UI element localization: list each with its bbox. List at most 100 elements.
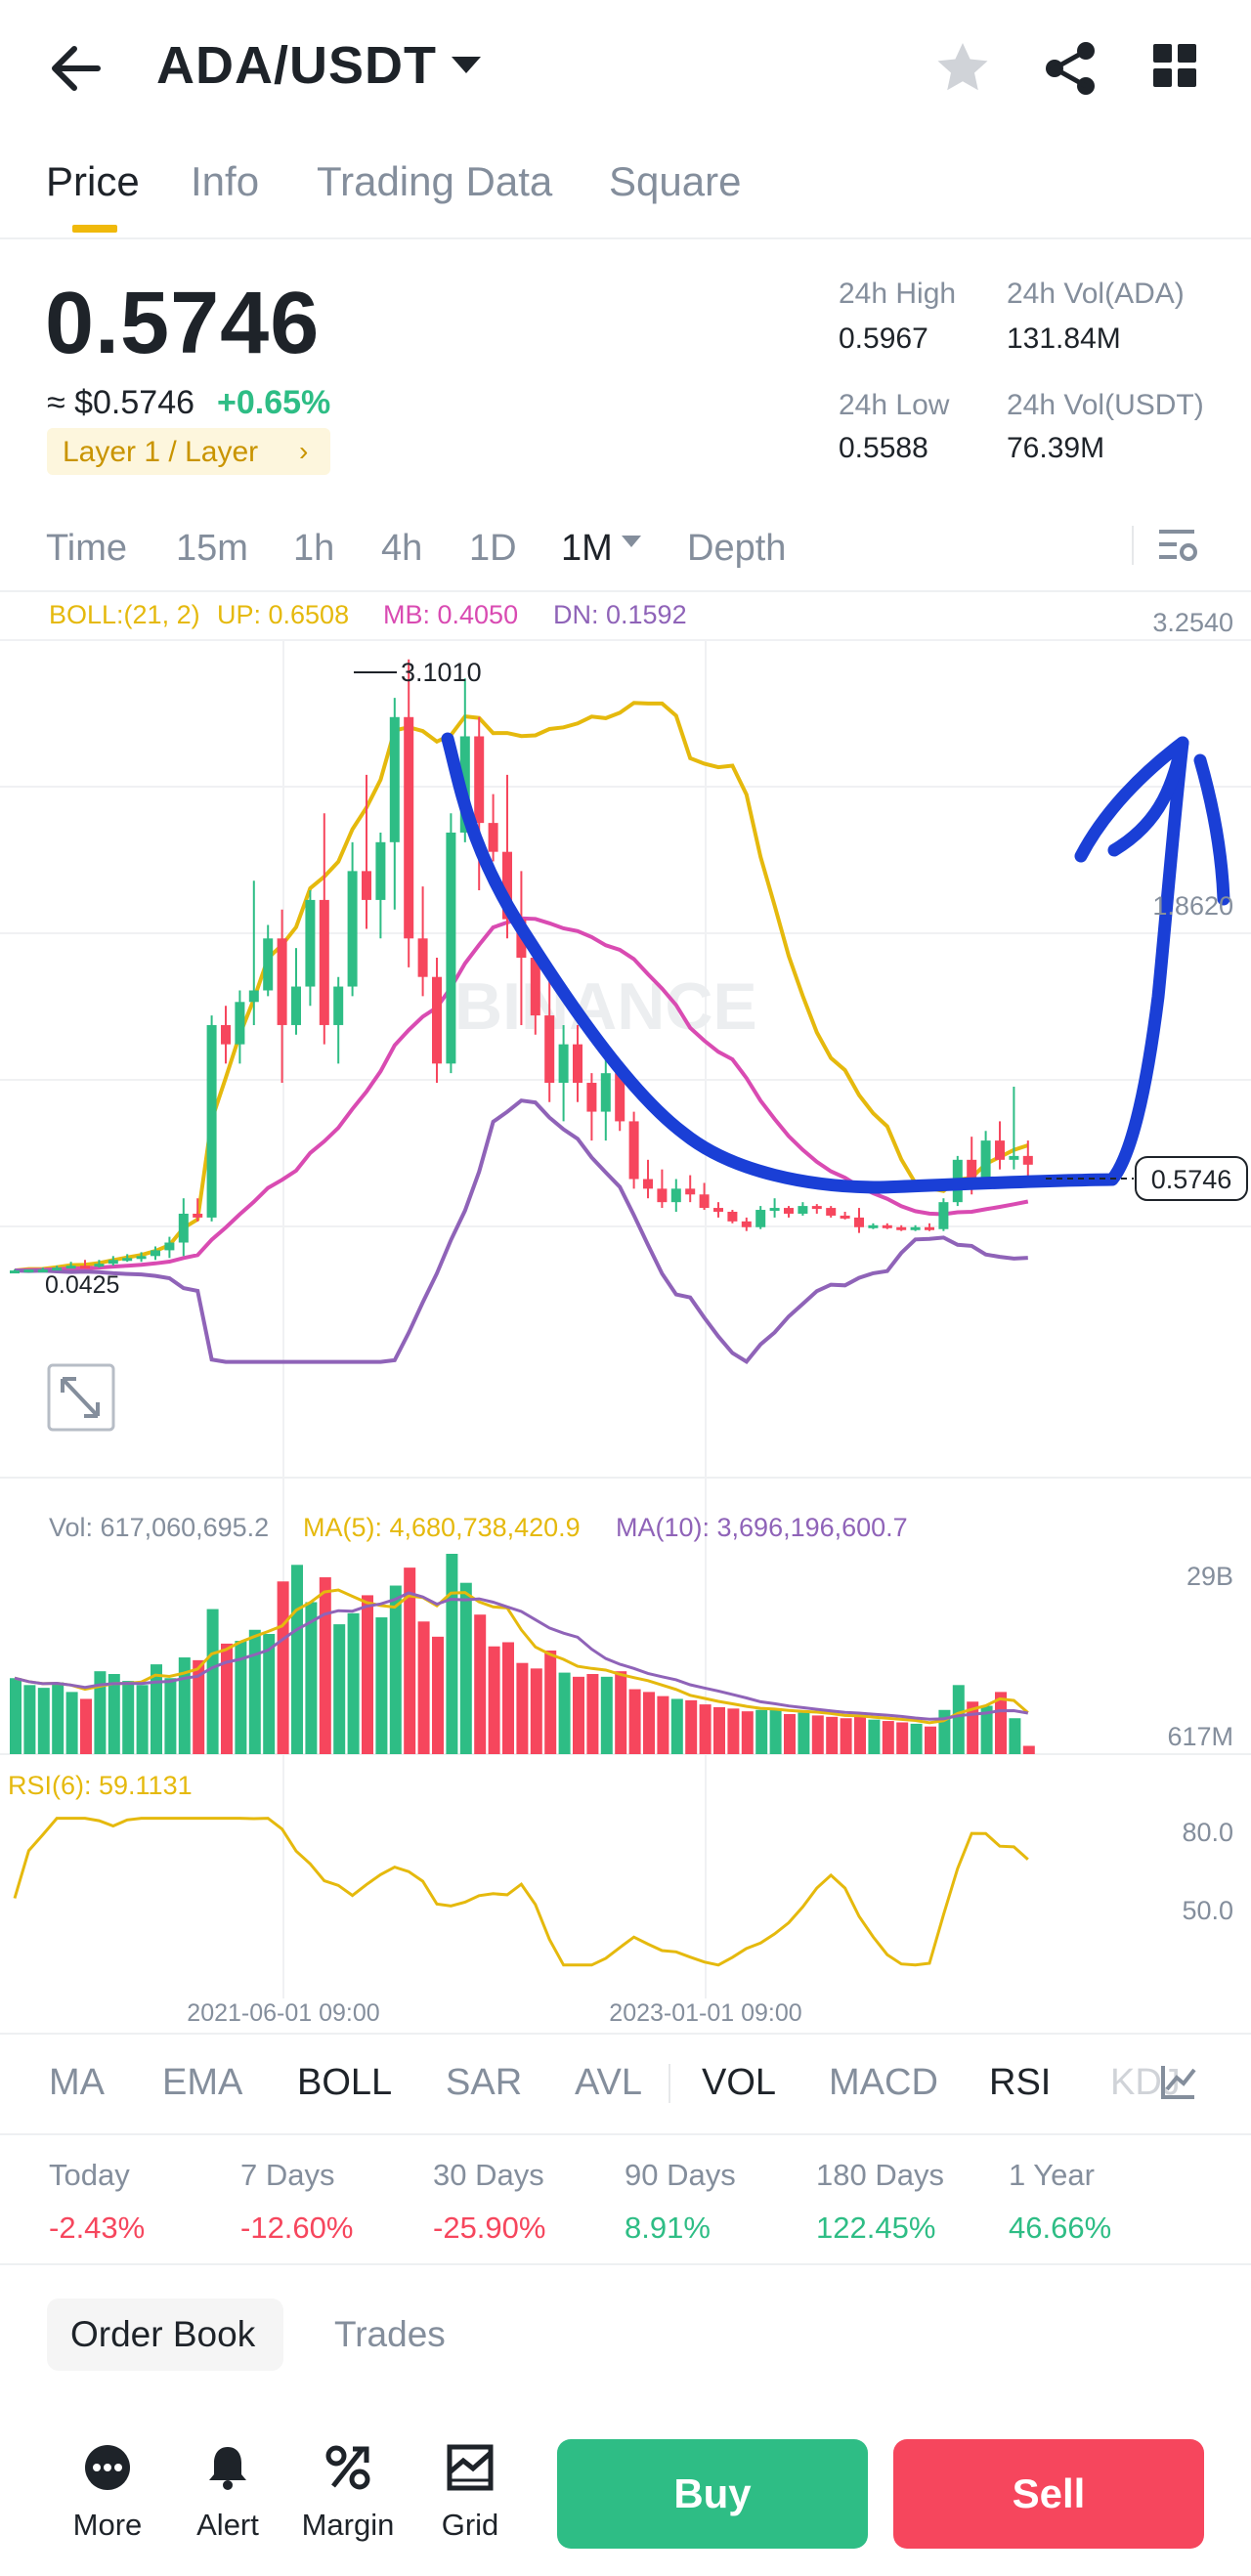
tab-trades[interactable]: Trades xyxy=(334,2314,446,2354)
candle-body xyxy=(221,1024,231,1045)
candle-body xyxy=(333,986,344,1025)
back-arrow-icon[interactable] xyxy=(47,41,106,96)
volume-bar xyxy=(741,1711,754,1754)
tab-square[interactable]: Square xyxy=(609,158,742,204)
bell-icon xyxy=(209,2447,246,2490)
volume-bar xyxy=(404,1567,416,1754)
candle-body xyxy=(136,1256,147,1260)
volume-bar xyxy=(178,1657,191,1754)
candle-body xyxy=(291,986,301,1025)
vol-axis-bottom: 617M xyxy=(1167,1722,1233,1751)
volume-bar xyxy=(544,1650,557,1754)
percent-icon xyxy=(325,2445,370,2490)
candle-body xyxy=(65,1266,76,1269)
candle-body xyxy=(248,990,259,1003)
sell-button[interactable]: Sell xyxy=(893,2439,1204,2549)
candle-body xyxy=(586,1083,597,1112)
indicator-avl[interactable]: AVL xyxy=(575,2062,643,2103)
indicator-vol[interactable]: VOL xyxy=(702,2062,777,2103)
candle-body xyxy=(375,841,386,900)
candle-body xyxy=(798,1206,808,1214)
candle-body xyxy=(643,1179,653,1189)
candle-body xyxy=(10,1270,20,1274)
interval-4h[interactable]: 4h xyxy=(381,528,423,569)
candle-body xyxy=(80,1266,90,1269)
footer-margin[interactable]: Margin xyxy=(294,2443,402,2560)
indicator-sar[interactable]: SAR xyxy=(446,2062,523,2103)
volume-bar xyxy=(657,1696,669,1754)
expand-icon[interactable] xyxy=(47,1363,115,1432)
share-icon[interactable] xyxy=(1041,39,1100,98)
volume-bar xyxy=(235,1641,247,1754)
rsi-axis-80: 80.0 xyxy=(1182,1818,1233,1847)
volume-bar xyxy=(23,1685,36,1754)
candle-body xyxy=(628,1121,639,1180)
grid-menu-icon[interactable] xyxy=(1153,44,1196,87)
candle-body xyxy=(769,1208,780,1212)
interval-1m[interactable]: 1M xyxy=(561,528,613,569)
top-bar: ADA/USDT xyxy=(0,0,1251,137)
tab-trading-data[interactable]: Trading Data xyxy=(317,158,553,204)
pair-dropdown-icon[interactable] xyxy=(452,57,481,73)
price-chart[interactable]: BINANCE 3.2540 1.8620 3.1010 0.0425 0.57… xyxy=(0,586,1251,2033)
interval-15m[interactable]: 15m xyxy=(176,528,248,569)
x-axis-label: 2023-01-01 09:00 xyxy=(609,1999,801,2027)
indicator-settings-icon[interactable] xyxy=(1159,2062,1198,2101)
star-icon[interactable] xyxy=(933,39,992,98)
volume-bar xyxy=(980,1705,993,1754)
candle-body xyxy=(502,851,512,920)
volume-bar xyxy=(643,1692,655,1754)
interval-1d[interactable]: 1D xyxy=(469,528,517,569)
indicator-ema[interactable]: EMA xyxy=(162,2062,243,2103)
indicator-boll[interactable]: BOLL xyxy=(297,2062,393,2103)
candle-body xyxy=(277,938,287,1025)
divider xyxy=(1132,526,1134,565)
footer-more[interactable]: More xyxy=(54,2443,161,2560)
candle-body xyxy=(868,1224,879,1228)
rsi-label: RSI(6): 59.1131 xyxy=(8,1771,193,1800)
volume-bar xyxy=(291,1565,303,1754)
interval-dropdown-icon[interactable] xyxy=(622,536,641,547)
order-book-label: Order Book xyxy=(70,2314,256,2354)
interval-time[interactable]: Time xyxy=(46,528,128,569)
perf-label-180d: 180 Days xyxy=(816,2158,944,2192)
interval-depth[interactable]: Depth xyxy=(687,528,787,569)
vol-base-value: 131.84M xyxy=(1007,322,1121,355)
indicator-tabs: MA EMA BOLL SAR AVL VOL MACD RSI KDJ xyxy=(0,2033,1251,2135)
low-marker-label: 0.0425 xyxy=(45,1271,119,1299)
indicator-rsi[interactable]: RSI xyxy=(989,2062,1052,2103)
tab-order-book[interactable]: Order Book xyxy=(47,2298,283,2371)
volume-bar xyxy=(1022,1745,1035,1754)
volume-bar xyxy=(333,1624,346,1754)
indicator-ma[interactable]: MA xyxy=(49,2062,105,2103)
divider xyxy=(0,2263,1251,2265)
volume-bar xyxy=(811,1715,824,1754)
candle-body xyxy=(600,1073,611,1112)
volume-bar xyxy=(206,1609,219,1754)
tab-info[interactable]: Info xyxy=(191,158,260,204)
footer-margin-label: Margin xyxy=(301,2508,395,2542)
chart-settings-icon[interactable] xyxy=(1155,524,1198,567)
high-value: 0.5967 xyxy=(839,322,928,355)
volume-bar xyxy=(516,1662,529,1754)
footer-grid[interactable]: Grid xyxy=(416,2443,524,2560)
category-tag[interactable]: Layer 1 / Layer › xyxy=(47,428,330,475)
candle-body xyxy=(417,938,428,977)
low-value: 0.5588 xyxy=(839,432,928,464)
volume-bar xyxy=(164,1678,177,1754)
candle-body xyxy=(52,1267,63,1271)
last-price-tag-label: 0.5746 xyxy=(1151,1165,1232,1194)
tab-price[interactable]: Price xyxy=(46,158,140,204)
buy-button[interactable]: Buy xyxy=(557,2439,868,2549)
footer-alert[interactable]: Alert xyxy=(174,2443,281,2560)
vol-quote-label: 24h Vol(USDT) xyxy=(1007,389,1204,421)
candle-body xyxy=(206,1024,217,1218)
trading-pair-title[interactable]: ADA/USDT xyxy=(156,36,437,95)
indicator-macd[interactable]: MACD xyxy=(829,2062,938,2103)
interval-1h[interactable]: 1h xyxy=(293,528,335,569)
candle-body xyxy=(854,1217,864,1227)
volume-bar xyxy=(586,1674,599,1754)
vol-ma10: MA(10): 3,696,196,600.7 xyxy=(616,1513,908,1542)
candle-body xyxy=(432,976,442,1064)
volume-bar xyxy=(530,1668,542,1754)
